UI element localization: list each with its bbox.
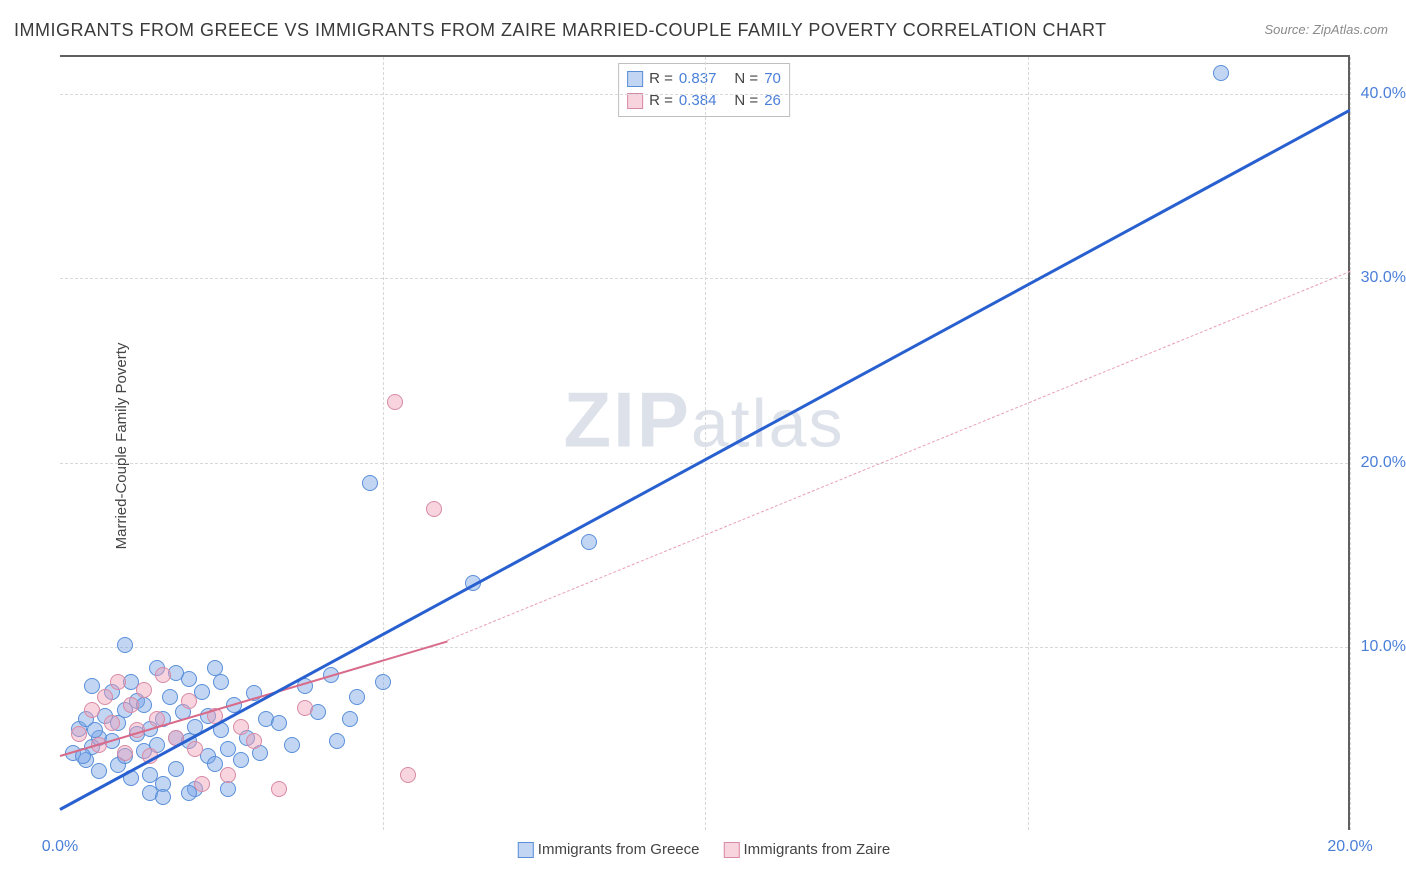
legend-n-value: 70 [764,68,781,90]
scatter-point [297,700,313,716]
x-tick-label: 20.0% [1327,838,1372,856]
legend-swatch [518,842,534,858]
scatter-point [342,711,358,727]
scatter-point [220,767,236,783]
legend-swatch [724,842,740,858]
watermark-text: ZIPatlas [564,375,845,466]
scatter-point [123,697,139,713]
series-legend: Immigrants from Greece Immigrants from Za… [518,841,890,858]
scatter-point [246,733,262,749]
scatter-plot: ZIPatlas R =0.837N =70R =0.384N =26 Immi… [60,55,1350,830]
scatter-point [97,689,113,705]
scatter-point [194,776,210,792]
y-tick-label: 10.0% [1361,638,1406,656]
scatter-point [155,789,171,805]
gridline-v [1350,57,1351,830]
scatter-point [220,781,236,797]
legend-label: Immigrants from Zaire [744,841,891,858]
y-tick-label: 30.0% [1361,269,1406,287]
correlation-legend: R =0.837N =70R =0.384N =26 [618,63,790,117]
chart-title: IMMIGRANTS FROM GREECE VS IMMIGRANTS FRO… [14,20,1107,41]
legend-swatch [627,93,643,109]
scatter-point [181,693,197,709]
scatter-point [71,726,87,742]
gridline-v [1028,57,1029,830]
gridline-h [60,647,1348,648]
scatter-point [87,722,103,738]
scatter-point [233,719,249,735]
scatter-point [207,660,223,676]
scatter-point [117,745,133,761]
scatter-point [329,733,345,749]
gridline-v [383,57,384,830]
scatter-point [155,667,171,683]
scatter-point [426,501,442,517]
scatter-point [349,689,365,705]
scatter-point [187,741,203,757]
scatter-point [581,534,597,550]
scatter-point [104,715,120,731]
scatter-point [136,682,152,698]
scatter-point [400,767,416,783]
scatter-point [362,475,378,491]
scatter-point [375,674,391,690]
scatter-point [117,637,133,653]
scatter-point [162,689,178,705]
gridline-v [705,57,706,830]
gridline-h [60,463,1348,464]
scatter-point [284,737,300,753]
scatter-point [387,394,403,410]
legend-r-value: 0.837 [679,68,717,90]
scatter-point [84,702,100,718]
scatter-point [233,752,249,768]
x-tick-label: 0.0% [42,838,78,856]
scatter-point [168,761,184,777]
gridline-h [60,94,1348,95]
legend-n-label: N = [734,68,758,90]
scatter-point [213,674,229,690]
scatter-point [110,674,126,690]
gridline-h [60,278,1348,279]
scatter-point [271,715,287,731]
scatter-point [91,763,107,779]
legend-item: Immigrants from Zaire [724,841,891,858]
scatter-point [271,781,287,797]
trend-line [447,271,1350,641]
legend-row: R = 0.837 N = 70 [627,68,781,90]
legend-label: Immigrants from Greece [538,841,700,858]
y-tick-label: 40.0% [1361,85,1406,103]
legend-item: Immigrants from Greece [518,841,700,858]
scatter-point [1213,65,1229,81]
y-tick-label: 20.0% [1361,454,1406,472]
legend-swatch [627,71,643,87]
legend-r-label: R = [649,68,673,90]
source-attribution: Source: ZipAtlas.com [1264,22,1388,37]
